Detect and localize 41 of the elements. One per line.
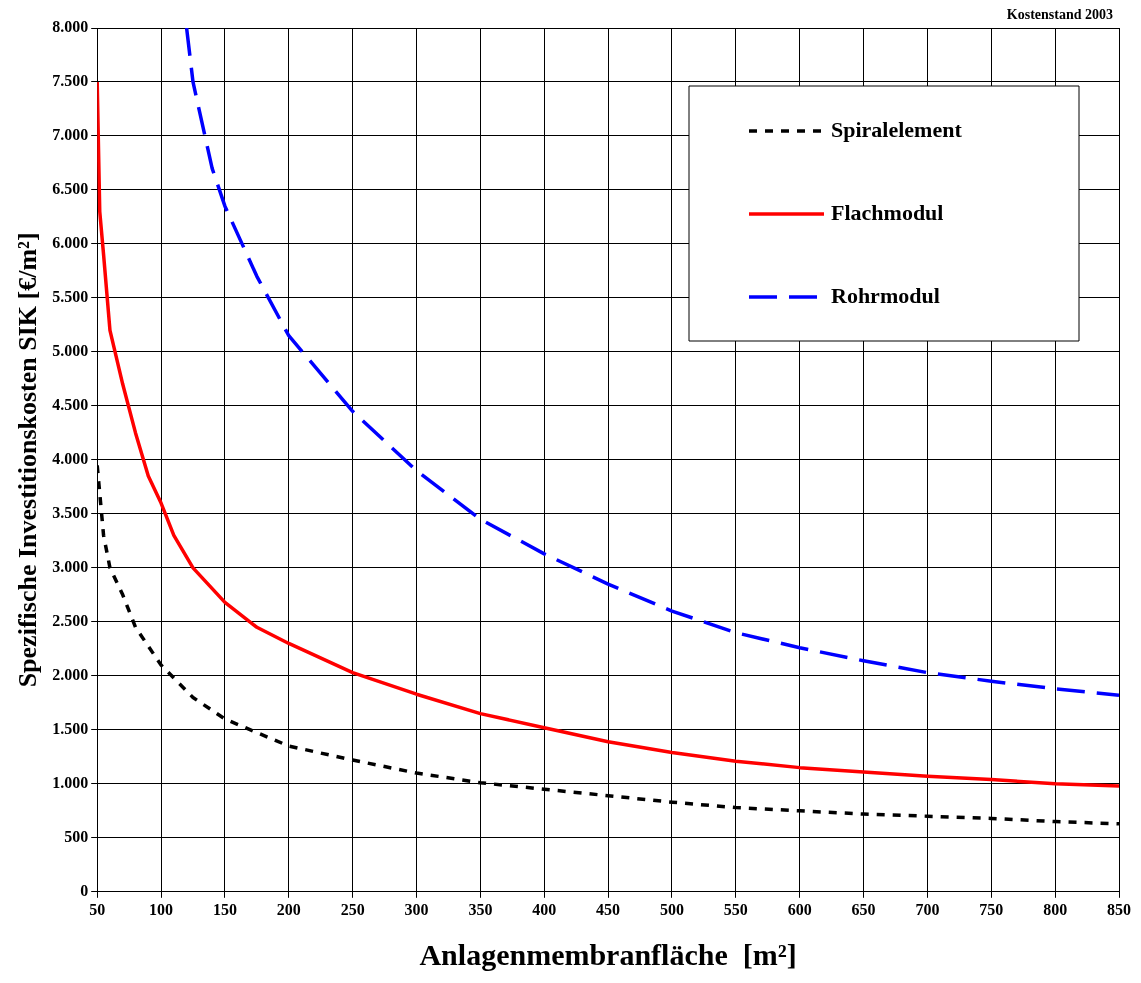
x-tick-label: 750 xyxy=(979,900,1004,918)
x-tick-label: 350 xyxy=(468,900,493,918)
y-tick-label: 500 xyxy=(64,827,89,845)
x-tick-label: 600 xyxy=(787,900,812,918)
x-tick-label: 150 xyxy=(212,900,237,918)
x-tick-label: 200 xyxy=(276,900,301,918)
x-tick-label: 400 xyxy=(532,900,557,918)
y-tick-label: 4.500 xyxy=(52,396,89,414)
y-tick-label: 6.500 xyxy=(52,180,89,198)
text: Kostenstand 2003 xyxy=(1006,6,1113,22)
y-tick-label: 7.000 xyxy=(52,126,89,144)
legend-label: Flachmodul xyxy=(831,199,944,225)
y-tick-label: 7.500 xyxy=(52,72,89,90)
y-tick-label: 4.000 xyxy=(52,450,89,468)
x-tick-label: 700 xyxy=(915,900,940,918)
y-tick-label: 3.500 xyxy=(52,504,89,522)
y-tick-label: 1.000 xyxy=(52,773,89,791)
x-tick-label: 800 xyxy=(1043,900,1068,918)
x-tick-label: 650 xyxy=(851,900,876,918)
x-tick-label: 500 xyxy=(659,900,684,918)
y-tick-label: 2.000 xyxy=(52,665,89,683)
y-tick-label: 5.000 xyxy=(52,342,89,360)
y-axis-title: Spezifische Investitionskosten SIK [€/m²] xyxy=(13,232,43,688)
x-tick-label: 300 xyxy=(404,900,429,918)
x-tick-label: 100 xyxy=(149,900,174,918)
x-tick-label: 850 xyxy=(1107,900,1131,918)
y-tick-label: 3.000 xyxy=(52,558,89,576)
x-tick-label: 50 xyxy=(89,900,106,918)
y-tick-label: 1.500 xyxy=(52,719,89,737)
x-tick-label: 550 xyxy=(723,900,748,918)
x-tick-label: 250 xyxy=(340,900,365,918)
legend-label: Spiralelement xyxy=(831,116,963,142)
y-tick-label: 6.000 xyxy=(52,234,89,252)
y-tick-label: 8.000 xyxy=(52,18,89,36)
y-tick-label: 5.500 xyxy=(52,288,89,306)
y-tick-label: 2.500 xyxy=(52,612,89,629)
x-tick-label: 450 xyxy=(596,900,621,918)
x-axis-title: Anlagenmembranfläche [m²] xyxy=(419,937,797,971)
y-tick-label: 0 xyxy=(80,881,89,899)
legend-label: Rohrmodul xyxy=(831,282,940,308)
line-series xyxy=(184,28,1119,698)
